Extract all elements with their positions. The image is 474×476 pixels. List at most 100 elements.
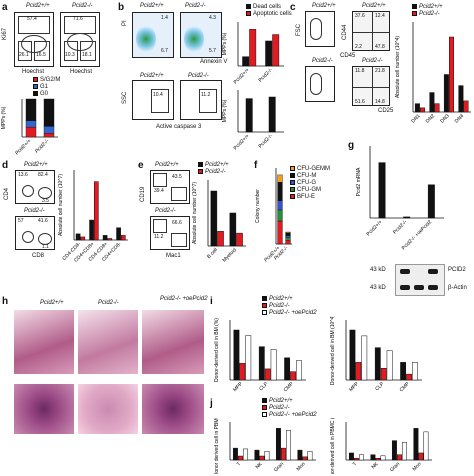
panel-c-ko-gate-3: 51.6 — [355, 99, 365, 105]
bar — [210, 190, 218, 247]
blot-band-pcid2 — [400, 269, 410, 274]
chart-j-right: T NK Gran Mon Donor-derived cell in PBMC (10… — [330, 418, 432, 474]
panel-a-ko-title: Pcid2-/- — [72, 3, 93, 9]
panel-c-ko-gate-2: 21.8 — [375, 68, 385, 74]
bar — [349, 329, 356, 381]
stacked-bar-segment — [277, 209, 283, 222]
panel-a-wt-title: Pcid2+/+ — [26, 3, 50, 9]
chart-f: Pcid2+/+Pcid2-/-Colony number — [255, 168, 292, 263]
panel-a-ko-gate-3: 71.6 — [73, 16, 83, 22]
bar — [359, 454, 364, 461]
panel-d-ko-gate-3: 1.1 — [42, 244, 49, 250]
panel-c-cd44-label: CD44 — [342, 24, 348, 40]
bar — [297, 449, 303, 461]
x-tick-label: MPP — [232, 381, 244, 393]
bar — [420, 107, 425, 113]
x-tick-label: T — [352, 461, 358, 467]
panel-c-quadrant-line — [372, 67, 373, 105]
panel-e-ko-title: Pcid2-/- — [155, 208, 176, 214]
panel-b-ko-title-2: Pcid2-/- — [188, 73, 209, 79]
legend-label-ko: Pcid2-/- — [269, 405, 290, 411]
x-tick-label: B cell — [206, 247, 219, 260]
bar — [243, 448, 248, 461]
legend-swatch-wt — [262, 296, 267, 301]
panel-a-wt-gate-2: 16.5 — [36, 52, 46, 58]
bar — [423, 431, 429, 461]
bar — [286, 430, 291, 461]
chart-c: DN1 DN2 DN3 DN4 Absolute cell number (10^4) — [395, 22, 471, 124]
legend-swatch-ko — [262, 405, 267, 410]
legend-swatch-apoptotic — [246, 11, 251, 16]
x-tick-label: Pcid2-/- — [392, 219, 409, 236]
panel-b-caspase-wt: 10.4 — [153, 92, 163, 98]
panel-c-fsc-wt — [305, 11, 335, 47]
legend-swatch-wt — [198, 162, 203, 167]
bar — [237, 455, 243, 461]
histology-high-mag-wt — [14, 384, 74, 434]
bar — [361, 335, 368, 381]
panel-label-j: j — [210, 398, 213, 409]
panel-e-ko-gate-2: 66.6 — [172, 220, 182, 226]
panel-c-ko-title-1: Pcid2-/- — [312, 58, 333, 64]
bar — [236, 232, 243, 247]
y-axis-label: Donor-derived cell in BM (%) — [214, 318, 220, 382]
panel-c-fsc-label: FSC — [296, 24, 302, 36]
panel-e-gate — [153, 173, 167, 187]
legend-label-gm: CFU-GM — [297, 187, 321, 193]
legend-swatch-ko — [198, 169, 203, 174]
x-tick-label: Pcid2-/- — [257, 67, 274, 84]
y-axis-label: Donor derived cell in PBMC (%) — [214, 418, 220, 474]
bar — [264, 368, 271, 381]
x-tick-label: Pcid2-/- — [34, 138, 51, 155]
legend-label-g: CFU-G — [297, 180, 316, 186]
legend-label-m: CFU-M — [297, 173, 317, 179]
panel-label-e: e — [138, 160, 144, 171]
panel-label-f: f — [254, 160, 258, 171]
panel-b-caspase-ko: 11.2 — [201, 92, 211, 98]
bar — [463, 100, 469, 113]
panel-c-wt-gate-1: 37.6 — [355, 13, 365, 19]
panel-b-x-flow-label: Annexin V — [200, 59, 228, 65]
bar — [264, 451, 270, 461]
chart-e: B cell Myeloid Absolute cell number (10^7) — [192, 180, 246, 264]
chart-d: CD4-CD8-CD4+CD8+CD4-CD8+CD4+CD8-Absolute… — [58, 170, 128, 264]
western-blot — [395, 264, 445, 296]
legend-swatch-ko — [412, 11, 417, 16]
stacked-bar-segment — [277, 200, 283, 211]
panel-d-ko-gate-1: 57 — [18, 218, 24, 224]
x-tick-label: Pcid2+/+ — [233, 133, 251, 150]
x-tick-label: DN1 — [410, 113, 421, 124]
chart-i-left: MPP CLP CMP Donor-derived cell in BM (%) — [214, 318, 306, 393]
panel-b-dot-cloud — [136, 25, 156, 53]
bar — [270, 349, 277, 381]
stacked-bar-segment — [25, 120, 37, 128]
legend-swatch-s — [33, 77, 38, 82]
panel-c-gate — [310, 73, 322, 95]
bar — [378, 162, 386, 219]
bar — [302, 456, 308, 461]
panel-d-contour — [22, 231, 34, 243]
x-tick-label: Gran — [273, 461, 285, 473]
legend-label-gemm: CFU-GEMM — [297, 166, 330, 172]
panel-d-wt-gate-2: 82.4 — [38, 172, 48, 178]
panel-e-gate — [171, 233, 187, 247]
panel-d-cd8-label: CD8 — [32, 253, 45, 259]
chart-a: Pcid2+/+ Pcid2-/- MPPs (%) — [1, 98, 58, 156]
blot-band-actin — [428, 285, 438, 290]
bar — [396, 454, 402, 461]
panel-b-ssc-wt: 10.4 — [132, 80, 174, 120]
bar — [427, 184, 435, 219]
panel-a-ko-gate-2: 18.1 — [82, 52, 92, 58]
bar — [245, 98, 253, 133]
legend-swatch-wt — [262, 398, 267, 403]
bar — [284, 357, 291, 381]
panel-b-wt-title-2: Pcid2+/+ — [140, 73, 164, 79]
panel-c-gate — [310, 18, 322, 40]
bar — [434, 103, 440, 113]
legend-label-dead: Dead cells — [253, 4, 282, 10]
panel-b-ko-title: Pcid2-/- — [185, 3, 206, 9]
bar — [102, 235, 108, 241]
histology-low-mag-ko — [78, 310, 138, 374]
bar — [380, 367, 387, 381]
blot-band-pcid2 — [428, 269, 438, 274]
